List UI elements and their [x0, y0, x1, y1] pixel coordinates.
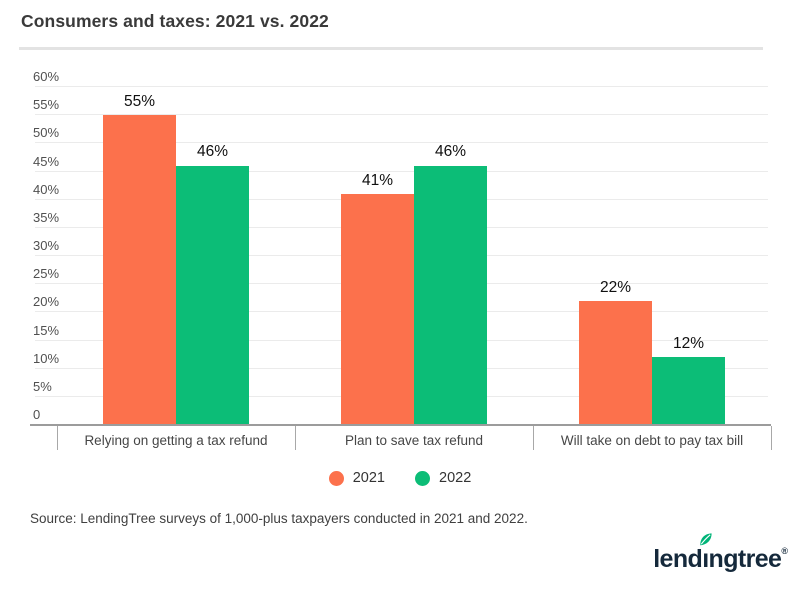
legend-swatch-2022 — [415, 470, 430, 486]
leaf-icon — [700, 533, 712, 546]
gridline — [35, 170, 768, 172]
bar-2022 — [652, 357, 725, 425]
plot-area: 0 5% 10% 15% 20% 25% 30% 35% 40% 45% 50% 55% 60% 55% 4… — [30, 70, 771, 426]
bar-value-label: 22% — [599, 278, 632, 296]
logo-text-i: ı — [702, 545, 709, 573]
y-tick-label: 60% — [33, 69, 60, 84]
category-label: Plan to save tax refund — [344, 433, 484, 448]
y-tick-label: 15% — [33, 322, 60, 338]
logo-text-tail: ngtree — [708, 545, 782, 573]
legend-swatch-2021 — [328, 470, 344, 486]
category-label: Relying on getting a tax refund — [84, 433, 268, 448]
y-tick-label: 20% — [33, 294, 60, 310]
y-tick-label: 10% — [33, 350, 60, 366]
x-axis-line — [30, 424, 771, 426]
y-tick-label: 35% — [33, 209, 60, 225]
logo-text-lead: lend — [653, 545, 703, 573]
bar-2021 — [103, 115, 176, 425]
gridline — [35, 142, 768, 144]
y-tick-label: 55% — [33, 97, 60, 113]
y-tick-label: 50% — [33, 125, 60, 141]
y-tick-label: 30% — [33, 238, 60, 253]
category-separator — [295, 426, 296, 450]
bar-value-label: 55% — [123, 92, 156, 110]
category-separator — [57, 426, 58, 450]
y-tick-label: 45% — [33, 153, 60, 169]
bar-2021 — [579, 301, 652, 425]
legend-label: 2021 — [352, 470, 385, 486]
legend-item-2021: 2021 — [328, 470, 385, 486]
bar-2022 — [414, 165, 487, 425]
registered-mark: ® — [781, 546, 788, 556]
x-axis: Relying on getting a tax refund Plan to s… — [35, 425, 772, 459]
y-tick-label: 40% — [33, 181, 60, 197]
y-tick-label: 5% — [33, 378, 52, 394]
legend-item-2022: 2022 — [415, 470, 471, 486]
chart-title: Consumers and taxes: 2021 vs. 2022 — [21, 11, 329, 31]
bar-2021 — [341, 194, 414, 425]
logo-wordmark: lend ıngtree® — [653, 533, 788, 573]
title-divider — [19, 47, 763, 50]
lendingtree-logo: lend ıngtree® — [653, 533, 788, 576]
y-tick-label: 25% — [33, 266, 60, 282]
y-tick-label: 0 — [33, 407, 41, 422]
gridline — [35, 86, 768, 87]
bar-value-label: 12% — [672, 334, 705, 352]
category-label: Will take on debt to pay tax bill — [560, 433, 744, 448]
legend-label: 2022 — [439, 470, 472, 486]
bar-value-label: 41% — [361, 171, 394, 189]
bar-2022 — [176, 165, 249, 425]
chart-legend: 2021 2022 — [0, 470, 800, 486]
bar-value-label: 46% — [434, 143, 467, 161]
source-note: Source: LendingTree surveys of 1,000-plu… — [30, 511, 528, 526]
gridline — [35, 114, 768, 116]
category-separator — [533, 426, 534, 450]
category-separator — [771, 426, 772, 450]
bar-value-label: 46% — [196, 143, 229, 161]
